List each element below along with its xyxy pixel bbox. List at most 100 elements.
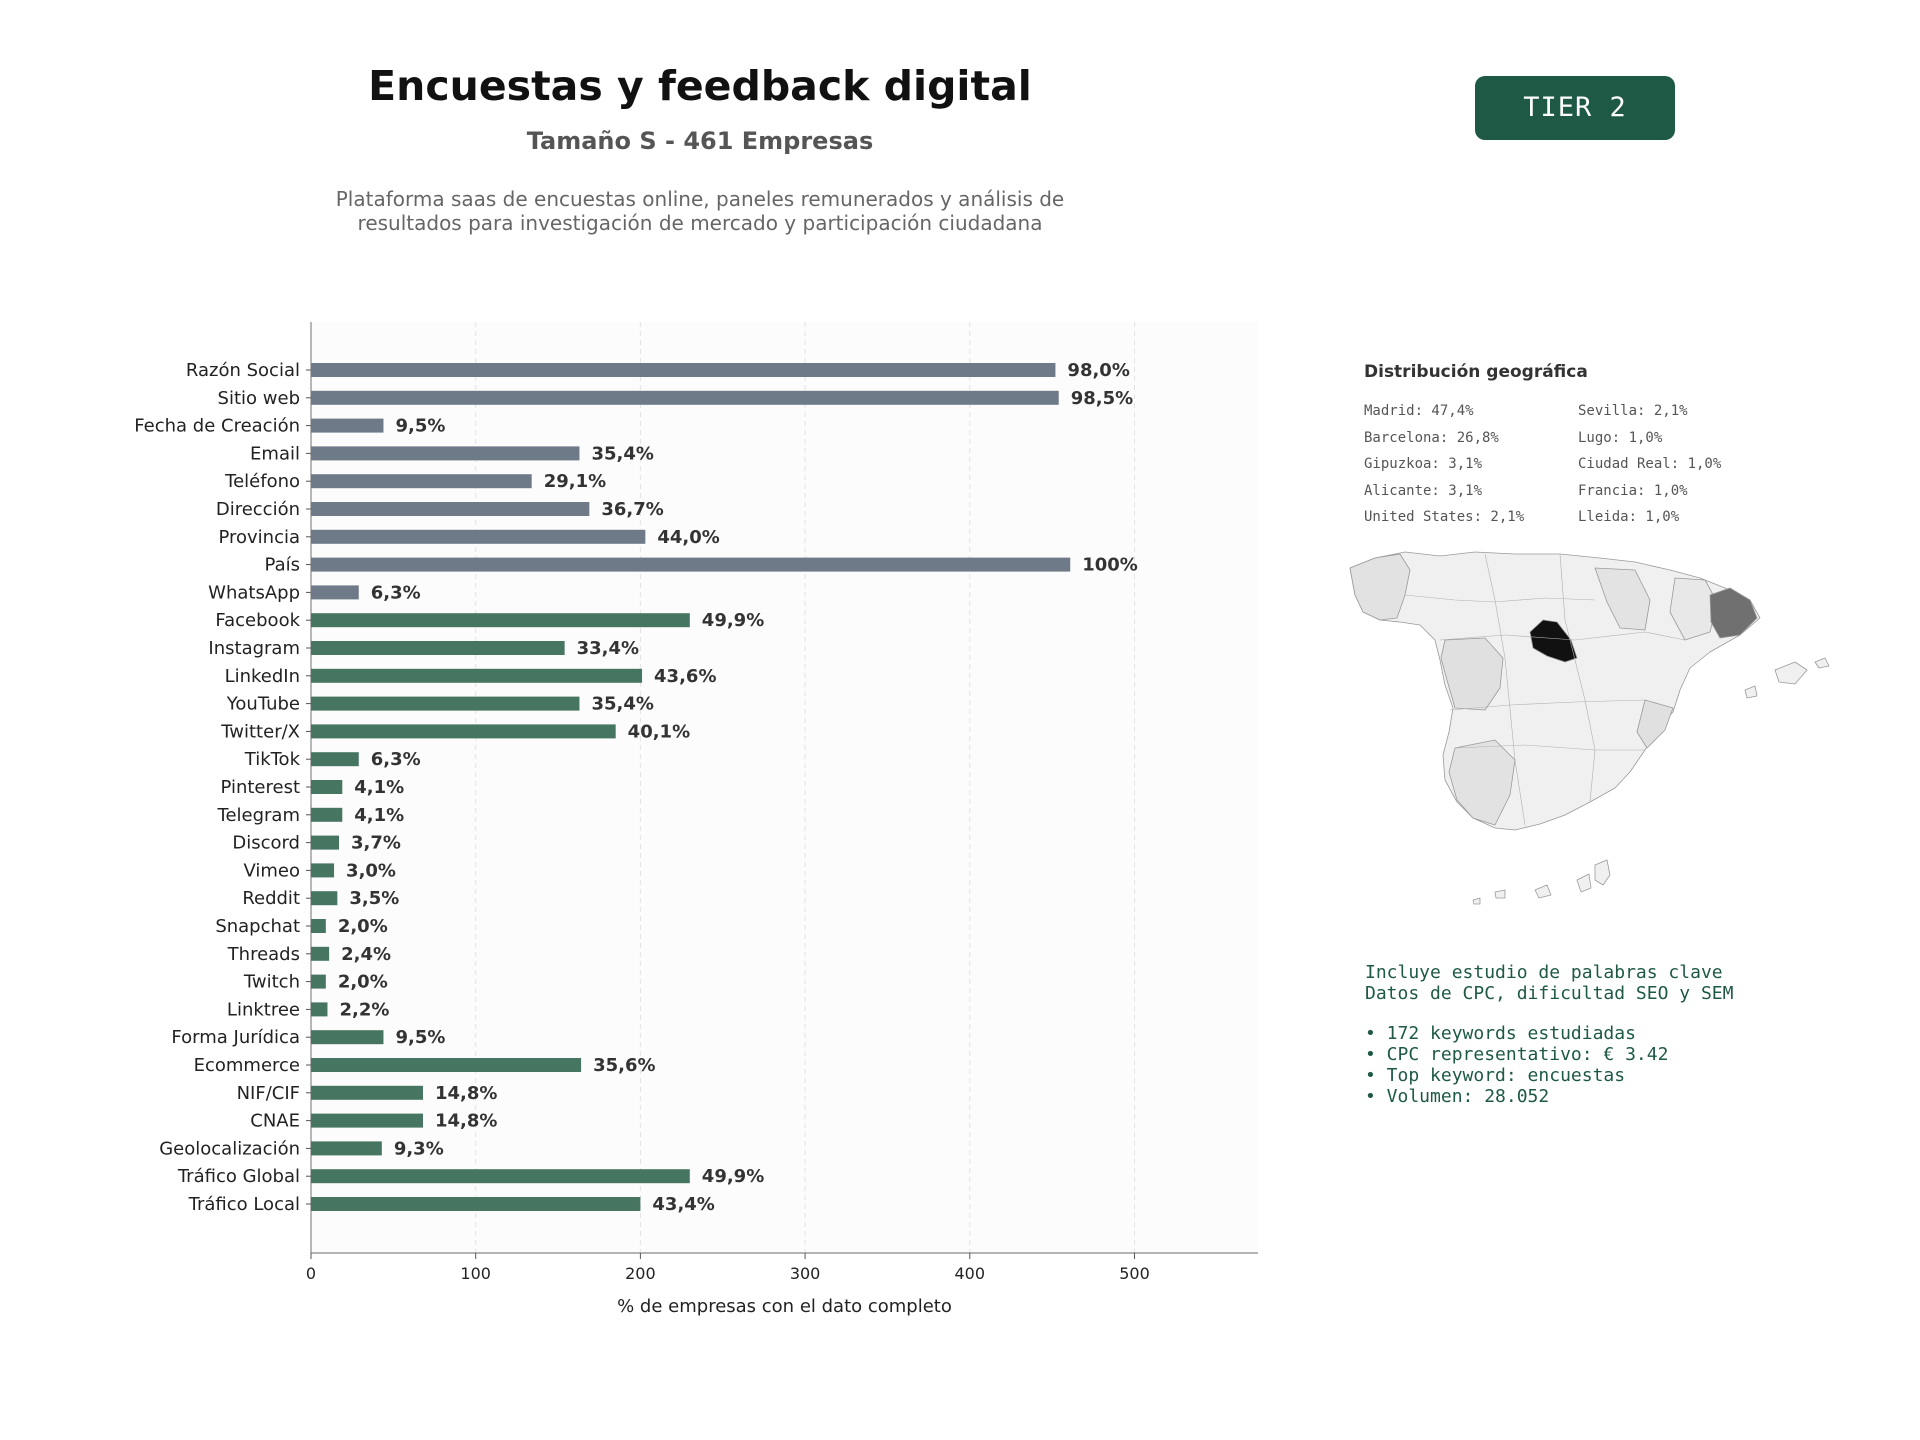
geo-entry: Alicante: 3,1% — [1364, 482, 1483, 499]
bar — [311, 1113, 423, 1128]
valencia-shape — [1636, 699, 1674, 749]
category-label: Fecha de Creación — [134, 416, 300, 437]
bar — [311, 1169, 690, 1184]
geo-entry: Barcelona: 26,8% — [1364, 429, 1499, 446]
category-label: País — [265, 555, 300, 576]
bar — [311, 1085, 423, 1100]
madrid-shape — [1529, 619, 1578, 663]
tier-badge: TIER 2 — [1475, 76, 1675, 140]
geo-entry: Sevilla: 2,1% — [1578, 403, 1688, 419]
geo-entry: Lugo: 1,0% — [1578, 429, 1663, 446]
bar — [311, 668, 643, 683]
galicia-shape — [1349, 553, 1411, 621]
bar — [311, 891, 338, 906]
canary-island-2 — [1576, 873, 1592, 893]
bar — [311, 390, 1059, 405]
spain-map — [1349, 551, 1830, 905]
category-label: Twitch — [243, 972, 300, 993]
data-label: 9,5% — [395, 1027, 445, 1048]
data-label: 6,3% — [371, 582, 421, 603]
bar — [311, 946, 330, 961]
keywords-bullet: • 172 keywords estudiadas — [1365, 1023, 1636, 1044]
cataluna-shape — [1669, 577, 1718, 641]
category-label: Razón Social — [186, 360, 300, 381]
data-label: 35,4% — [591, 694, 653, 715]
data-label: 49,9% — [702, 1166, 764, 1187]
category-label: Provincia — [218, 527, 300, 548]
bar — [311, 529, 646, 544]
balearic-island-1 — [1774, 661, 1808, 685]
region-border — [1449, 699, 1646, 711]
bar — [311, 418, 384, 433]
canary-island-4 — [1494, 889, 1506, 899]
balearic-island-2 — [1814, 657, 1830, 669]
keywords-line-1: Incluye estudio de palabras clave — [1365, 962, 1723, 983]
data-label: 43,6% — [654, 666, 716, 687]
bar — [311, 1030, 384, 1045]
category-label: Dirección — [216, 499, 300, 520]
bar — [311, 919, 326, 933]
keywords-bullet: • Volumen: 28.052 — [1365, 1086, 1550, 1107]
bar — [311, 446, 580, 461]
extremadura-shape — [1440, 637, 1504, 711]
category-label: YouTube — [226, 694, 300, 715]
data-label: 35,6% — [593, 1055, 655, 1076]
page-title: Encuestas y feedback digital — [368, 62, 1032, 110]
category-label: Discord — [232, 833, 300, 854]
x-tick-label: 200 — [625, 1264, 656, 1283]
data-label: 3,0% — [346, 860, 396, 881]
region-border — [1439, 631, 1686, 641]
navarra-aragon-shape — [1594, 567, 1651, 631]
category-label: Forma Jurídica — [171, 1027, 300, 1048]
data-label: 98,0% — [1067, 360, 1129, 381]
bar — [311, 557, 1071, 572]
page-subtitle: Tamaño S - 461 Empresas — [526, 127, 874, 155]
category-label: Tráfico Local — [188, 1194, 300, 1215]
data-label: 40,1% — [628, 721, 690, 742]
category-label: Telegram — [217, 805, 300, 826]
bar — [311, 502, 590, 516]
category-label: Email — [250, 443, 300, 464]
geo-entry: Madrid: 47,4% — [1364, 403, 1474, 419]
description-line-2: resultados para investigación de mercado… — [357, 211, 1043, 235]
category-label: Ecommerce — [194, 1055, 300, 1076]
data-label: 4,1% — [354, 805, 404, 826]
canary-island-1 — [1594, 859, 1611, 886]
category-label: Twitter/X — [220, 721, 300, 742]
bar — [311, 641, 565, 655]
category-label: Geolocalización — [159, 1138, 300, 1159]
data-label: 35,4% — [591, 443, 653, 464]
data-label: 14,8% — [435, 1111, 497, 1132]
geo-distribution-title: Distribución geográfica — [1364, 362, 1588, 382]
keywords-info: Incluye estudio de palabras clave Datos … — [1365, 962, 1733, 1107]
keywords-bullet: • CPC representativo: € 3.42 — [1365, 1044, 1669, 1065]
canary-island-5 — [1472, 897, 1481, 905]
data-label: 9,3% — [394, 1138, 444, 1159]
bar — [311, 780, 343, 794]
page-description: Plataforma saas de encuestas online, pan… — [250, 187, 1150, 235]
bar — [311, 835, 339, 850]
bar — [311, 1197, 641, 1211]
bar — [311, 474, 532, 489]
balearic-island-3 — [1744, 685, 1758, 699]
bar — [311, 696, 580, 711]
andalucia-west-shape — [1448, 739, 1516, 826]
category-label: Tráfico Global — [177, 1166, 300, 1187]
category-label: WhatsApp — [208, 582, 300, 603]
data-label: 2,2% — [339, 999, 389, 1020]
data-label: 100% — [1082, 555, 1138, 576]
category-label: LinkedIn — [225, 666, 300, 687]
data-label: 2,0% — [338, 916, 388, 937]
geo-list-column-2: Sevilla: 2,1% Lugo: 1,0% Ciudad Real: 1,… — [1578, 398, 1721, 531]
bar — [311, 585, 359, 600]
category-label: Instagram — [208, 638, 300, 659]
x-tick-label: 300 — [790, 1264, 821, 1283]
data-label: 36,7% — [601, 499, 663, 520]
region-border — [1454, 744, 1645, 751]
bar — [311, 363, 1056, 377]
bar — [311, 752, 359, 767]
category-label: Pinterest — [220, 777, 300, 798]
x-tick-label: 0 — [306, 1264, 316, 1283]
data-label: 2,4% — [341, 944, 391, 965]
